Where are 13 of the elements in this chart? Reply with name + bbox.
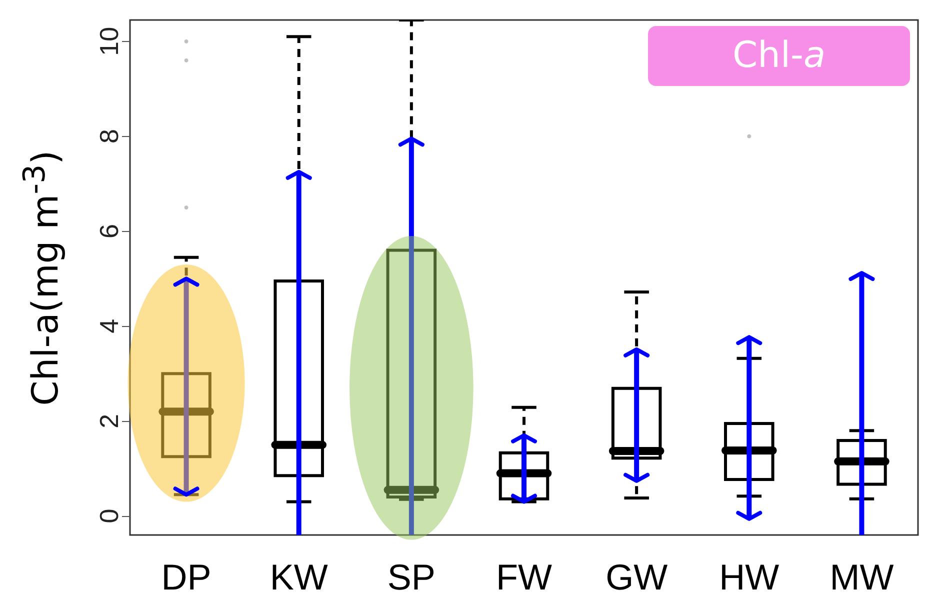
- y-tick-label: 6: [94, 224, 124, 238]
- y-tick-label: 10: [94, 26, 124, 56]
- x-tick-label: SP: [387, 556, 436, 598]
- y-tick-label: 2: [94, 414, 124, 428]
- y-tick-label: 4: [94, 318, 124, 334]
- y-tick-label: 0: [94, 508, 124, 524]
- x-tick-label: DP: [161, 556, 212, 598]
- y-tick-label: 8: [94, 129, 124, 144]
- x-tick-label: FW: [496, 556, 552, 598]
- x-tick-label: GW: [606, 556, 668, 598]
- x-tick-label: HW: [719, 556, 780, 598]
- x-tick-label: MW: [830, 556, 894, 598]
- x-tick-label: KW: [270, 556, 328, 598]
